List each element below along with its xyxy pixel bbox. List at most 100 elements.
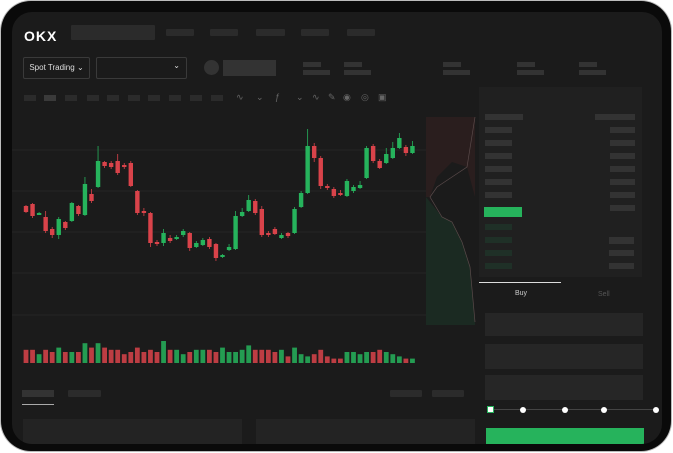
volume-bar bbox=[318, 349, 324, 363]
volume-bar bbox=[56, 347, 62, 363]
settings-icon[interactable]: ◎ bbox=[361, 92, 369, 102]
candle-body bbox=[344, 181, 350, 196]
volume-bar bbox=[82, 343, 88, 363]
volume-bar bbox=[377, 349, 383, 363]
bid-amount bbox=[609, 250, 634, 256]
nav-item-3[interactable] bbox=[256, 29, 285, 36]
volume-bar bbox=[76, 352, 81, 363]
pencil-icon[interactable]: ✎ bbox=[328, 92, 336, 102]
interval-button[interactable] bbox=[190, 95, 202, 101]
slider-stop[interactable] bbox=[520, 407, 526, 413]
chevron-down-icon: ⌄ bbox=[173, 61, 180, 70]
book-header-price bbox=[485, 114, 523, 120]
pair-selector-dropdown[interactable]: ⌄ bbox=[96, 57, 187, 79]
nav-item-1[interactable] bbox=[166, 29, 194, 36]
volume-bar bbox=[259, 349, 265, 363]
candle-body bbox=[89, 194, 94, 201]
nav-item-4[interactable] bbox=[301, 29, 329, 36]
volume-bar bbox=[134, 347, 140, 363]
volume-bar bbox=[364, 352, 369, 363]
ask-amount bbox=[610, 192, 635, 198]
volume-bar bbox=[403, 358, 409, 363]
fx-icon[interactable]: ƒ bbox=[275, 92, 281, 102]
candle-body bbox=[357, 185, 363, 188]
filter-button[interactable] bbox=[432, 390, 464, 397]
candle-body bbox=[181, 231, 186, 235]
filter-button[interactable] bbox=[390, 390, 422, 397]
tab-buy[interactable]: Buy bbox=[515, 290, 528, 297]
volume-bar bbox=[390, 354, 396, 363]
active-tab-underline bbox=[22, 404, 54, 405]
candle-body bbox=[95, 161, 101, 187]
chart-type-icon[interactable]: ⌄ bbox=[256, 92, 264, 102]
candle-body bbox=[148, 213, 153, 243]
slider-stop[interactable] bbox=[601, 407, 607, 413]
total-input[interactable] bbox=[485, 375, 643, 400]
slider-stop[interactable] bbox=[653, 407, 659, 413]
interval-button[interactable] bbox=[211, 95, 223, 101]
slider-handle[interactable] bbox=[487, 406, 494, 413]
buy-submit-button[interactable] bbox=[486, 428, 644, 444]
amount-input[interactable] bbox=[485, 344, 643, 369]
interval-button[interactable] bbox=[169, 95, 181, 101]
volume-bar bbox=[305, 356, 311, 363]
volume-bar bbox=[121, 354, 127, 363]
search-placeholder[interactable] bbox=[71, 25, 155, 40]
interval-button[interactable] bbox=[87, 95, 99, 101]
bid-price bbox=[485, 237, 512, 243]
camera-icon[interactable]: ◉ bbox=[343, 92, 351, 102]
volume-bar bbox=[89, 347, 94, 363]
ask-price bbox=[485, 127, 512, 133]
fullscreen-icon[interactable]: ▣ bbox=[378, 92, 387, 102]
depth-asks-area bbox=[426, 117, 475, 197]
spot-trading-dropdown[interactable]: Spot Trading ⌄ bbox=[23, 57, 90, 79]
orders-panel-left bbox=[23, 419, 242, 444]
price-input[interactable] bbox=[485, 313, 643, 336]
slider-stop[interactable] bbox=[562, 407, 568, 413]
volume-bar bbox=[161, 341, 166, 363]
volume-bar bbox=[141, 352, 147, 363]
candle-body bbox=[122, 165, 127, 167]
indicator-icon[interactable]: ∿ bbox=[236, 92, 244, 102]
tab-open-orders[interactable] bbox=[22, 390, 54, 397]
tab-sell[interactable]: Sell bbox=[598, 291, 610, 298]
interval-button[interactable] bbox=[148, 95, 160, 101]
tab-order-history[interactable] bbox=[68, 390, 101, 397]
volume-bar bbox=[193, 349, 199, 363]
volume-bar bbox=[174, 349, 180, 363]
slider-track[interactable] bbox=[490, 409, 658, 410]
interval-button[interactable] bbox=[65, 95, 77, 101]
chevron-down-icon[interactable]: ⌄ bbox=[296, 92, 304, 102]
interval-button[interactable] bbox=[44, 95, 56, 101]
volume-bar bbox=[357, 354, 363, 363]
candle-body bbox=[167, 238, 173, 241]
interval-button[interactable] bbox=[128, 95, 140, 101]
candle-body bbox=[266, 233, 271, 235]
depth-chart bbox=[426, 116, 476, 325]
candle-body bbox=[207, 239, 212, 247]
ask-amount bbox=[610, 179, 635, 185]
line-tool-icon[interactable]: ∿ bbox=[312, 92, 320, 102]
candle-body bbox=[226, 247, 232, 250]
volume-bar bbox=[396, 356, 402, 363]
coin-icon bbox=[204, 60, 219, 75]
book-header-amount bbox=[595, 114, 635, 120]
interval-button[interactable] bbox=[107, 95, 119, 101]
candlestick-chart[interactable] bbox=[12, 107, 482, 372]
bid-price bbox=[485, 263, 512, 269]
candle-body bbox=[390, 148, 395, 158]
candle-body bbox=[43, 217, 48, 231]
nav-item-5[interactable] bbox=[347, 29, 375, 36]
ask-amount bbox=[610, 127, 635, 133]
spot-trading-label: Spot Trading bbox=[29, 63, 75, 72]
ask-price bbox=[485, 166, 512, 172]
okx-logo[interactable]: OKX bbox=[24, 28, 58, 44]
nav-item-2[interactable] bbox=[210, 29, 238, 36]
ask-price bbox=[485, 140, 512, 146]
candle-body bbox=[161, 233, 166, 243]
trading-screen: OKX Spot Trading ⌄ ⌄ ∿ ⌄ ƒ ⌄ ∿ bbox=[12, 12, 662, 444]
interval-button[interactable] bbox=[24, 95, 36, 101]
volume-bar bbox=[95, 343, 101, 363]
volume-bar bbox=[331, 358, 337, 363]
